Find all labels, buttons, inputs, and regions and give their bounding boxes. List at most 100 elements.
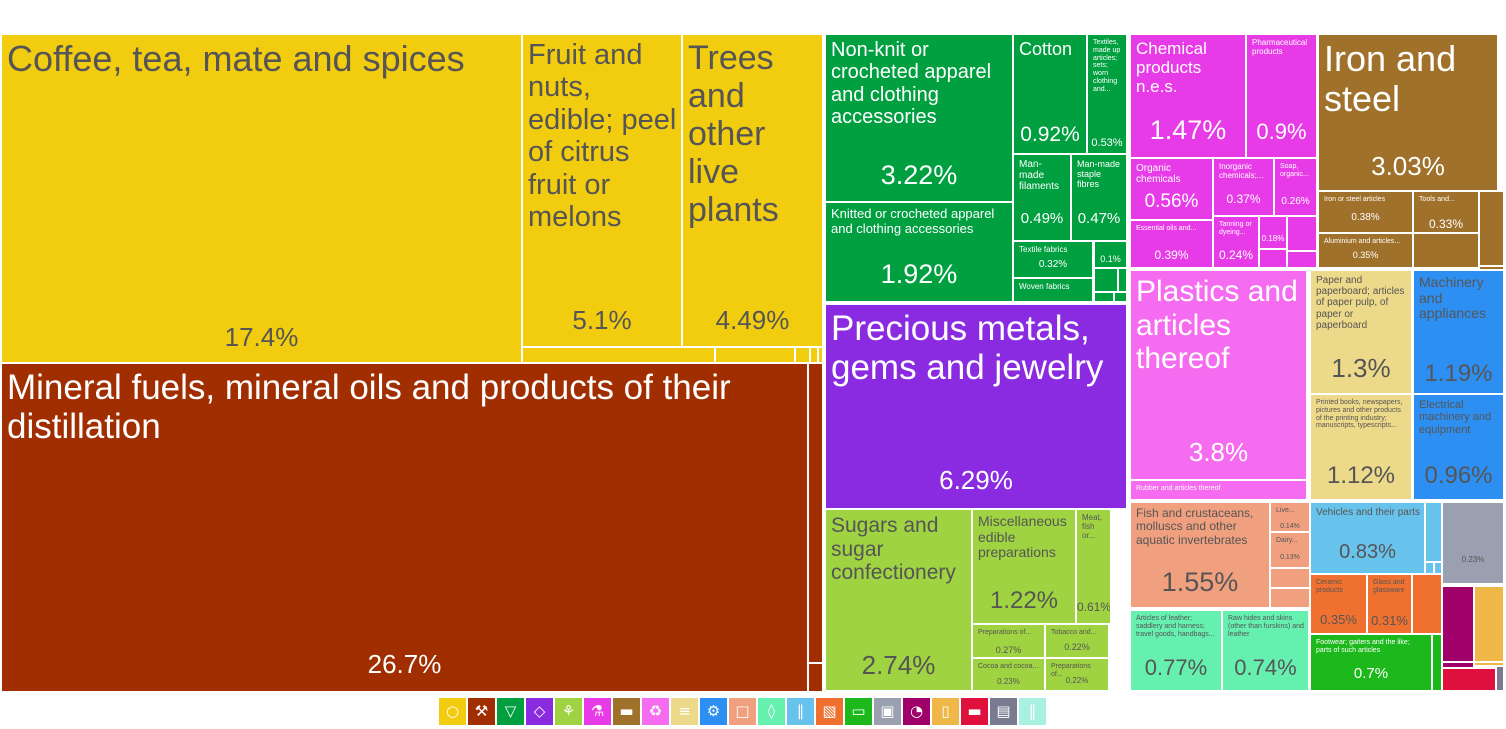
treemap-tile-machinery-and-appliances[interactable]: Machinery and appliances 1.19% bbox=[1413, 270, 1504, 394]
treemap-tile-knitted-or-crocheted-apparel-and-clothing-accessories[interactable]: Knitted or crocheted apparel and clothin… bbox=[825, 202, 1013, 302]
treemap-tile-rubber-and-articles-thereof[interactable]: Rubber and articles thereof bbox=[1130, 480, 1307, 500]
treemap-tile-small[interactable] bbox=[1114, 292, 1127, 302]
treemap-tile-live[interactable]: Live... 0.14% bbox=[1270, 502, 1310, 532]
treemap-tile-chemical-products-n-e-s[interactable]: Chemical products n.e.s. 1.47% bbox=[1130, 34, 1246, 158]
vase-icon[interactable]: ‖ bbox=[1019, 698, 1046, 725]
treemap-tile-small[interactable] bbox=[1496, 666, 1504, 691]
treemap-tile-item-28[interactable]: 0.18% bbox=[1259, 216, 1287, 249]
treemap-tile-small[interactable] bbox=[1287, 216, 1317, 251]
treemap-tile-small[interactable] bbox=[818, 347, 823, 363]
treemap-tile-plastics-and-articles-thereof[interactable]: Plastics and articles thereof 3.8% bbox=[1130, 270, 1307, 480]
treemap-tile-small[interactable] bbox=[1434, 562, 1442, 574]
gauge-icon[interactable]: ◔ bbox=[903, 698, 930, 725]
shoe-icon[interactable]: ▭ bbox=[845, 698, 872, 725]
treemap-tile-small[interactable] bbox=[1479, 191, 1504, 266]
treemap-tile-aluminium-and-articles[interactable]: Aluminium and articles... 0.35% bbox=[1318, 233, 1413, 268]
treemap-tile-small[interactable] bbox=[715, 347, 795, 363]
treemap-tile-pharmaceutical-products[interactable]: Pharmaceutical products 0.9% bbox=[1246, 34, 1317, 158]
box-icon[interactable]: ▣ bbox=[874, 698, 901, 725]
treemap-tile-fruit-and-nuts-edible-peel-of-citrus-fruit-or-melons[interactable]: Fruit and nuts, edible; peel of citrus f… bbox=[522, 34, 682, 347]
treemap-tile-textiles-made-up-articles-sets-worn-clothing-and[interactable]: Textiles, made up articles; sets; worn c… bbox=[1087, 34, 1127, 154]
treemap-tile-small[interactable] bbox=[1479, 266, 1504, 270]
treemap-tile-small[interactable] bbox=[1412, 574, 1442, 634]
treemap-tile-textile-fabrics[interactable]: Textile fabrics 0.32% bbox=[1013, 241, 1093, 278]
treemap-tile-small[interactable] bbox=[1474, 662, 1504, 666]
treemap-tile-preparations-of[interactable]: Preparations of... 0.22% bbox=[1045, 658, 1109, 691]
jar-icon[interactable]: ▯ bbox=[932, 698, 959, 725]
treemap-tile-sugars-and-sugar-confectionery[interactable]: Sugars and sugar confectionery 2.74% bbox=[825, 509, 972, 691]
treemap-tile-mineral-fuels-mineral-oils-and-products-of-their-distillation[interactable]: Mineral fuels, mineral oils and products… bbox=[1, 363, 808, 692]
treemap-tile-vehicles-and-their-parts[interactable]: Vehicles and their parts 0.83% bbox=[1310, 502, 1425, 574]
treemap-tile-miscellaneous-edible-preparations[interactable]: Miscellaneous edible preparations 1.22% bbox=[972, 509, 1076, 624]
cow-icon[interactable]: □ bbox=[729, 698, 756, 725]
treemap-tile-paper-and-paperboard-articles-of-paper-pulp-of-paper-or-paperboard[interactable]: Paper and paperboard; articles of paper … bbox=[1310, 270, 1412, 394]
treemap-tile-small[interactable] bbox=[810, 347, 818, 363]
treemap-tile-small[interactable] bbox=[1442, 668, 1496, 691]
gear-icon[interactable]: ⚙ bbox=[700, 698, 727, 725]
treemap-tile-cotton[interactable]: Cotton 0.92% bbox=[1013, 34, 1087, 154]
treemap-tile-small[interactable] bbox=[1432, 634, 1442, 691]
treemap-tile-meat-fish-or[interactable]: Meat, fish or... 0.61% bbox=[1076, 509, 1111, 624]
treemap-tile-iron-and-steel[interactable]: Iron and steel 3.03% bbox=[1318, 34, 1498, 191]
treemap-tile-organic-chemicals[interactable]: Organic chemicals 0.56% bbox=[1130, 158, 1213, 220]
treemap-tile-man-made-filaments[interactable]: Man-made filaments 0.49% bbox=[1013, 154, 1071, 241]
treemap-tile-tools-and[interactable]: Tools and... 0.33% bbox=[1413, 191, 1479, 233]
treemap-tile-printed-books-newspapers-pictures-and-other-products-of-the-printing-industry-manuscripts-typescripts[interactable]: Printed books, newspapers, pictures and … bbox=[1310, 394, 1412, 500]
treemap-tile-small[interactable] bbox=[1442, 584, 1504, 586]
treemap-tile-trees-and-other-live-plants[interactable]: Trees and other live plants 4.49% bbox=[682, 34, 823, 347]
treemap-tile-tobacco-and[interactable]: Tobacco and... 0.22% bbox=[1045, 624, 1109, 658]
anvil-icon[interactable]: ▬ bbox=[613, 698, 640, 725]
pickaxe-icon[interactable]: ⚒ bbox=[468, 698, 495, 725]
road-icon[interactable]: ∥ bbox=[787, 698, 814, 725]
treemap-tile-man-made-staple-fibres[interactable]: Man-made staple fibres 0.47% bbox=[1071, 154, 1127, 241]
treemap-tile-precious-metals-gems-and-jewelry[interactable]: Precious metals, gems and jewelry 6.29% bbox=[825, 304, 1127, 509]
treemap-tile-small[interactable] bbox=[1287, 251, 1317, 268]
treemap-tile-dairy[interactable]: Dairy... 0.13% bbox=[1270, 532, 1310, 568]
treemap-tile-small[interactable] bbox=[1094, 292, 1114, 302]
treemap-tile-raw-hides-and-skins-other-than-furskins-and-leather[interactable]: Raw hides and skins (other than furskins… bbox=[1222, 610, 1309, 691]
gun-icon[interactable]: ▬ bbox=[961, 698, 988, 725]
treemap-tile-woven-fabrics[interactable]: Woven fabrics bbox=[1013, 278, 1093, 302]
treemap-tile-coffee-tea-mate-and-spices[interactable]: Coffee, tea, mate and spices 17.4% bbox=[1, 34, 522, 363]
treemap-tile-essential-oils-and[interactable]: Essential oils and... 0.39% bbox=[1130, 220, 1213, 268]
treemap-tile-ceramic-products[interactable]: Ceramic products 0.35% bbox=[1310, 574, 1367, 634]
wheat-icon[interactable]: ⚘ bbox=[555, 698, 582, 725]
treemap-tile-item-48[interactable]: 0.23% bbox=[1442, 502, 1504, 584]
shirt-icon[interactable]: ▽ bbox=[497, 698, 524, 725]
treemap-tile-small[interactable] bbox=[1442, 662, 1474, 668]
treemap-tile-small[interactable] bbox=[522, 347, 715, 363]
treemap-tile-fish-and-crustaceans-molluscs-and-other-aquatic-invertebrates[interactable]: Fish and crustaceans, molluscs and other… bbox=[1130, 502, 1270, 608]
treemap-tile-small[interactable] bbox=[808, 663, 823, 692]
brick-icon[interactable]: ▧ bbox=[816, 698, 843, 725]
treemap-tile-small[interactable] bbox=[1474, 586, 1504, 662]
treemap-tile-small[interactable] bbox=[1118, 268, 1127, 292]
hide-icon[interactable]: ◊ bbox=[758, 698, 785, 725]
treemap-tile-small[interactable] bbox=[1259, 249, 1287, 268]
treemap-tile-item-11[interactable]: 0.1% bbox=[1094, 241, 1127, 268]
treemap-tile-small[interactable] bbox=[795, 347, 810, 363]
treemap-tile-small[interactable] bbox=[1094, 268, 1118, 292]
flask-icon[interactable]: ⚗ bbox=[584, 698, 611, 725]
fruit-icon[interactable]: ○ bbox=[439, 698, 466, 725]
treemap-tile-small[interactable] bbox=[1270, 568, 1310, 588]
treemap-tile-tanning-or-dyeing[interactable]: Tanning or dyeing... 0.24% bbox=[1213, 216, 1259, 268]
easel-icon[interactable]: ▤ bbox=[990, 698, 1017, 725]
treemap-tile-small[interactable] bbox=[1425, 562, 1434, 574]
treemap-tile-electrical-machinery-and-equipment[interactable]: Electrical machinery and equipment 0.96% bbox=[1413, 394, 1504, 500]
treemap-tile-small[interactable] bbox=[1442, 586, 1474, 662]
treemap-tile-soap-organic[interactable]: Soap, organic... 0.26% bbox=[1274, 158, 1317, 216]
treemap-tile-non-knit-or-crocheted-apparel-and-clothing-accessories[interactable]: Non-knit or crocheted apparel and clothi… bbox=[825, 34, 1013, 202]
treemap-tile-cocoa-and-cocoa[interactable]: Cocoa and cocoa... 0.23% bbox=[972, 658, 1045, 691]
treemap-tile-footwear-gaiters-and-the-like-parts-of-such-articles[interactable]: Footwear; gaiters and the like; parts of… bbox=[1310, 634, 1432, 691]
treemap-tile-iron-or-steel-articles[interactable]: Iron or steel articles 0.38% bbox=[1318, 191, 1413, 233]
recycle-icon[interactable]: ♻ bbox=[642, 698, 669, 725]
treemap-tile-preparations-of[interactable]: Preparations of... 0.27% bbox=[972, 624, 1045, 658]
treemap-tile-articles-of-leather-saddlery-and-harness-travel-goods-handbags[interactable]: Articles of leather; saddlery and harnes… bbox=[1130, 610, 1222, 691]
treemap-tile-inorganic-chemicals[interactable]: Inorganic chemicals;... 0.37% bbox=[1213, 158, 1274, 216]
treemap-tile-small[interactable] bbox=[1270, 588, 1310, 608]
treemap-tile-small[interactable] bbox=[1413, 233, 1479, 268]
gem-icon[interactable]: ◇ bbox=[526, 698, 553, 725]
treemap-tile-glass-and-glassware[interactable]: Glass and glassware 0.31% bbox=[1367, 574, 1412, 634]
treemap-tile-small[interactable] bbox=[1425, 502, 1442, 562]
paper-icon[interactable]: ≡ bbox=[671, 698, 698, 725]
